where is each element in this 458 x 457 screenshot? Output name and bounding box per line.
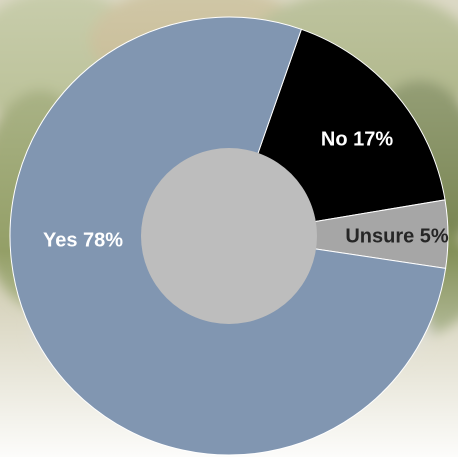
- chart-labels: No 17% Unsure 5% Yes 78%: [43, 128, 449, 251]
- label-yes: Yes 78%: [43, 229, 123, 251]
- label-unsure: Unsure 5%: [345, 225, 449, 247]
- donut-hole: [141, 148, 317, 324]
- label-no: No 17%: [321, 128, 393, 150]
